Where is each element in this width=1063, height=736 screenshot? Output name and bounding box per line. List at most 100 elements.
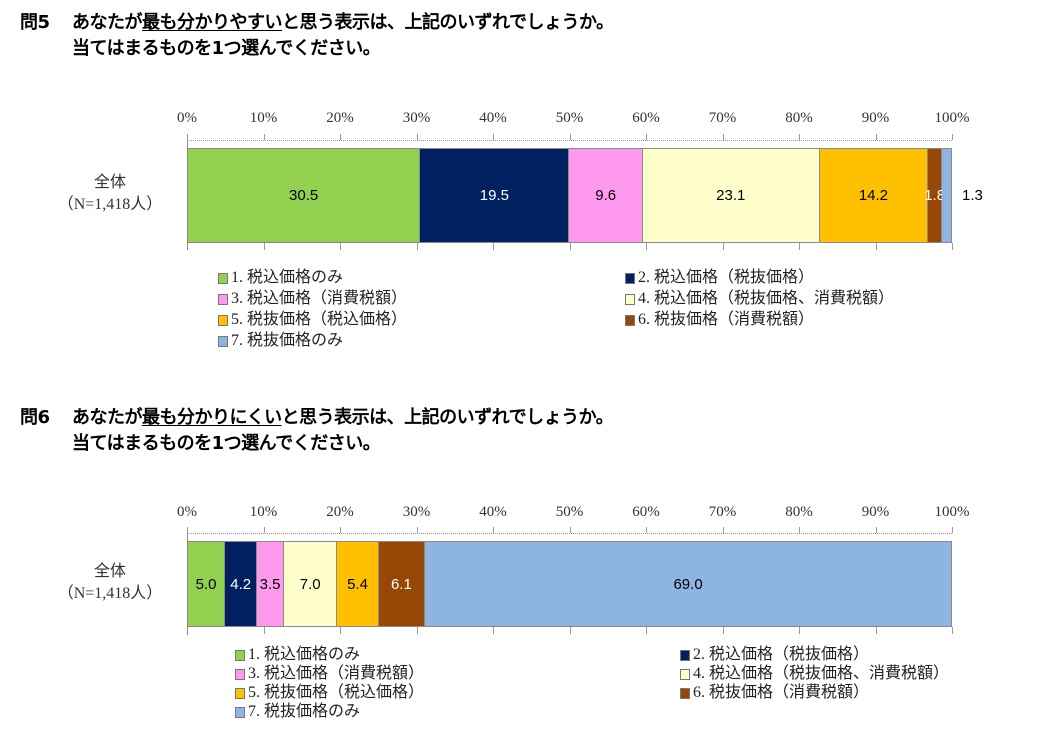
segment-value-label: 6.1 xyxy=(390,575,412,593)
axis-tick-mark xyxy=(799,527,800,533)
axis-tick-mark xyxy=(416,134,418,140)
axis-tick-mark xyxy=(952,134,953,140)
bar-segment-6: 1.8 xyxy=(924,148,945,243)
legend-label: 4. 税込価格（税抜価格、消費税額） xyxy=(638,290,895,307)
axis-tick-mark xyxy=(416,627,418,634)
axis-tick-mark xyxy=(340,527,341,533)
axis-tick-mark xyxy=(952,627,953,634)
legend-swatch-icon xyxy=(218,314,228,326)
axis-tick-label: 10% xyxy=(249,504,278,520)
question-text: と思う表示は、上記のいずれでしょうか。 xyxy=(281,407,614,428)
legend-item-6: 6. 税抜価格（消費税額） xyxy=(625,310,814,330)
category-sample-size: （N=1,418人） xyxy=(57,585,163,602)
legend-swatch-icon xyxy=(625,314,635,326)
bar-segment-2: 4.2 xyxy=(225,541,258,627)
axis-tick-label: 40% xyxy=(479,504,507,520)
question-text: と思う表示は、上記のいずれでしょうか。 xyxy=(282,12,614,33)
segment-value-label: 3.5 xyxy=(259,575,281,593)
legend-label: 5. 税抜価格（税込価格） xyxy=(248,684,425,701)
legend-label: 4. 税込価格（税抜価格、消費税額） xyxy=(693,665,950,682)
axis-tick-label: 70% xyxy=(708,504,737,520)
stacked-bar: 5.0 4.2 3.5 7.0 5.4 6.1 69.0 xyxy=(187,541,952,627)
legend-swatch-icon xyxy=(235,687,245,699)
question-emphasis: 最も分かりにくい xyxy=(142,407,282,428)
axis-tick-mark xyxy=(799,243,800,250)
axis-tick-mark xyxy=(187,134,188,140)
top-gridline xyxy=(187,533,952,534)
axis-tick-mark xyxy=(263,527,265,533)
axis-tick-mark xyxy=(493,627,494,634)
axis-tick-label: 70% xyxy=(708,110,737,126)
axis-tick-mark xyxy=(646,243,647,250)
axis-tick-mark xyxy=(340,627,341,634)
segment-value-label: 5.0 xyxy=(195,575,217,593)
axis-tick-mark xyxy=(875,627,877,634)
axis-tick-mark xyxy=(569,627,571,634)
axis-tick-label: 0% xyxy=(177,504,197,520)
segment-value-label: 1.3 xyxy=(962,186,983,204)
bar-segment-4: 7.0 xyxy=(283,541,338,627)
axis-tick-mark xyxy=(646,627,647,634)
axis-tick-mark xyxy=(722,627,724,634)
legend-item-5: 5. 税抜価格（税込価格） xyxy=(235,683,424,703)
axis-tick-mark xyxy=(646,527,647,533)
legend-item-2: 2. 税込価格（税抜価格） xyxy=(680,645,869,665)
segment-value-label: 4.2 xyxy=(230,575,252,593)
legend-label: 6. 税抜価格（消費税額） xyxy=(693,684,870,701)
legend-label: 1. 税込価格のみ xyxy=(231,269,344,286)
axis-tick-label: 40% xyxy=(479,110,507,126)
axis-tick-mark xyxy=(569,527,571,533)
bar-segment-1: 5.0 xyxy=(187,541,226,627)
bar-segment-4: 23.1 xyxy=(642,148,820,243)
axis-tick-label: 0% xyxy=(177,110,197,126)
segment-value-label: 5.4 xyxy=(347,575,368,593)
axis-tick-mark xyxy=(722,527,724,533)
segment-value-label: 30.5 xyxy=(289,187,319,204)
category-sample-size: （N=1,418人） xyxy=(57,196,163,213)
axis-tick-label: 30% xyxy=(402,110,431,126)
legend-item-2: 2. 税込価格（税抜価格） xyxy=(625,268,814,288)
legend-label: 2. 税込価格（税抜価格） xyxy=(693,646,870,663)
bar-segment-1: 30.5 xyxy=(187,148,421,243)
axis-tick-mark xyxy=(340,134,341,140)
question-6-title: 問6 あなたが最も分かりにくいと思う表示は、上記のいずれでしょうか。 当てはまるも… xyxy=(20,405,614,457)
axis-tick-mark xyxy=(952,243,953,250)
legend-swatch-icon xyxy=(680,649,690,661)
bar-segment-2: 19.5 xyxy=(420,148,570,243)
segment-value-label: 19.5 xyxy=(479,187,509,204)
axis-tick-label: 50% xyxy=(555,110,584,126)
bar-segment-3: 9.6 xyxy=(569,148,643,243)
legend-swatch-icon xyxy=(218,272,228,284)
legend-swatch-icon xyxy=(625,272,635,284)
category-label: 全体 （N=1,418人） xyxy=(50,561,170,605)
axis-tick-mark xyxy=(646,134,647,140)
category-name: 全体 xyxy=(93,174,126,191)
axis-tick-mark xyxy=(722,243,724,250)
axis-tick-label: 50% xyxy=(555,504,584,520)
axis-tick-label: 60% xyxy=(632,504,660,520)
axis-tick-label: 20% xyxy=(326,110,354,126)
stacked-bar: 30.5 19.5 9.6 23.1 14.2 1.8 xyxy=(187,148,952,243)
axis-tick-label: 100% xyxy=(934,110,970,126)
question-emphasis: 最も分かりやすい xyxy=(142,12,283,33)
segment-value-label: 1.8 xyxy=(924,187,946,204)
segment-value-label: 9.6 xyxy=(595,187,617,204)
legend-label: 2. 税込価格（税抜価格） xyxy=(638,269,815,286)
legend-label: 6. 税抜価格（消費税額） xyxy=(638,311,815,328)
question-instruction: 当てはまるものを1つ選んでください。 xyxy=(72,433,381,454)
axis-tick-mark xyxy=(799,627,800,634)
segment-value-label: 14.2 xyxy=(858,187,889,204)
legend-label: 3. 税込価格（消費税額） xyxy=(248,665,425,682)
legend-label: 7. 税抜価格のみ xyxy=(231,332,344,349)
axis-tick-label: 90% xyxy=(861,504,890,520)
legend-item-7: 7. 税抜価格のみ xyxy=(218,331,343,351)
legend-item-5: 5. 税抜価格（税込価格） xyxy=(218,310,407,330)
legend-item-4: 4. 税込価格（税抜価格、消費税額） xyxy=(680,664,949,684)
question-text: あなたが xyxy=(72,12,143,33)
legend-swatch-icon xyxy=(680,668,690,680)
legend-swatch-icon xyxy=(235,649,245,661)
axis-tick-label: 80% xyxy=(785,110,813,126)
axis-tick-mark xyxy=(875,527,877,533)
axis-tick-label: 60% xyxy=(632,110,660,126)
legend-item-6: 6. 税抜価格（消費税額） xyxy=(680,683,869,703)
